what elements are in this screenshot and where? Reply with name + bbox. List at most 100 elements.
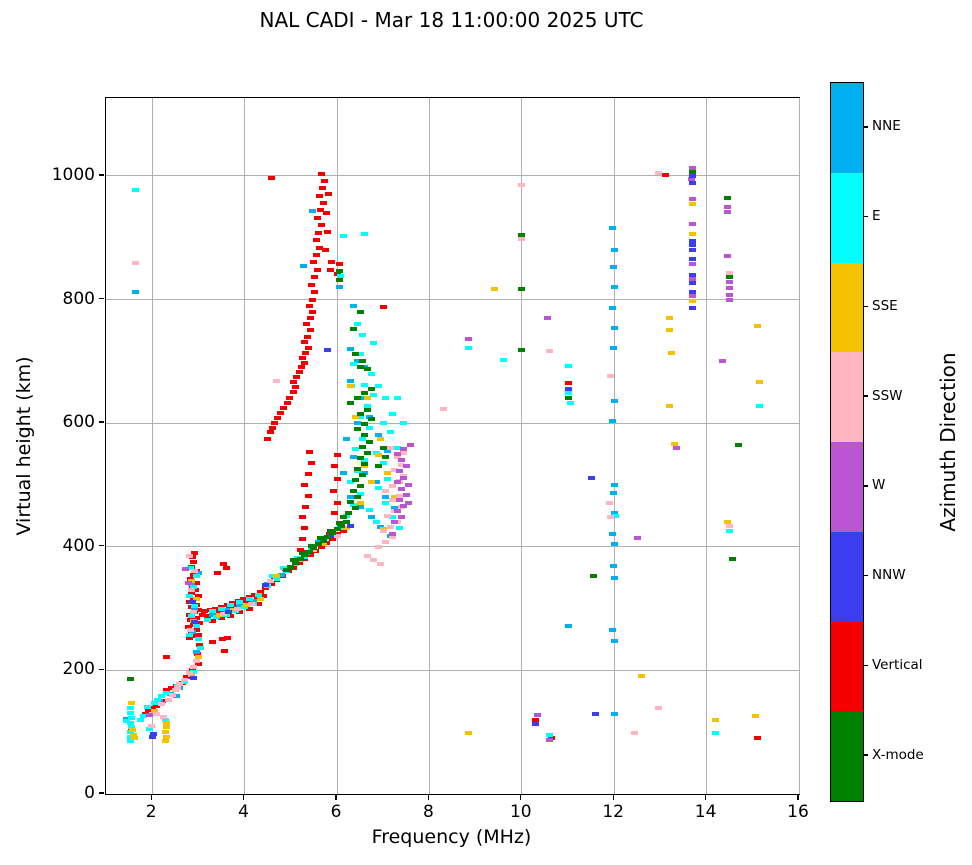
scatter-point-ssw [131,261,139,266]
scatter-point-ssw [192,659,200,664]
x-tick-label: 8 [422,802,434,822]
scatter-point-nnw [689,290,697,295]
scatter-point-vertical [307,461,315,466]
scatter-point-w [398,515,406,520]
scatter-point-ssw [370,558,378,563]
scatter-point-e [611,514,619,519]
scatter-point-vertical [325,192,333,197]
scatter-point-e [241,605,249,610]
scatter-point-w [395,469,403,474]
scatter-point-vertical [305,303,313,308]
colorbar-label-x-mode: X-mode [872,746,924,763]
colorbar-label-e: E [872,208,881,225]
scatter-point-ssw [386,524,394,529]
scatter-point-ssw [160,714,168,719]
scatter-point-e [358,436,366,441]
scatter-point-nne [354,359,362,364]
scatter-point-vertical [218,616,225,621]
colorbar-tick [863,126,868,128]
scatter-point-e [393,445,401,450]
scatter-point-x-mode [354,466,362,471]
scatter-point-x-mode [354,427,362,432]
scatter-point-vertical [331,464,339,469]
scatter-point-vertical [564,380,572,385]
scatter-point-w [400,503,408,508]
scatter-point-sse [194,654,202,659]
scatter-point-e [564,363,572,368]
scatter-point-e [361,231,369,236]
scatter-point-x-mode [335,269,343,274]
scatter-point-e [190,669,198,674]
scatter-point-x-mode [317,536,325,541]
scatter-point-vertical [222,566,230,571]
scatter-point-vertical [308,297,316,302]
scatter-point-vertical [256,590,264,595]
y-tick-label: 800 [62,288,95,309]
scatter-point-ssw [631,731,639,736]
scatter-point-ssw [607,515,614,520]
scatter-point-vertical [191,588,199,593]
scatter-point-x-mode [363,450,371,455]
scatter-point-e [375,384,383,389]
scatter-point-sse [128,728,136,733]
scatter-point-nnw [324,348,332,353]
colorbar-segment-sse [831,262,863,353]
scatter-point-vertical [194,661,202,666]
scatter-point-nne [609,306,617,311]
scatter-point-w [398,458,406,463]
scatter-point-ssw [606,501,614,506]
scatter-point-e [465,345,473,350]
scatter-point-x-mode [589,573,597,578]
scatter-point-sse [342,526,350,531]
scatter-point-e [127,735,135,740]
scatter-point-e [218,606,225,611]
scatter-point-w [146,712,154,717]
scatter-point-e [204,617,212,622]
scatter-point-nne [365,414,373,419]
x-tick [520,794,522,800]
scatter-point-e [144,705,152,710]
gridline-y [106,422,799,424]
colorbar-segment-x-mode [831,711,863,801]
scatter-point-nne [347,379,355,384]
scatter-point-e [384,476,392,481]
scatter-point-sse [361,464,369,469]
scatter-point-e [372,520,380,525]
scatter-point-e [375,486,383,491]
scatter-point-e [395,526,403,531]
scatter-point-x-mode [358,359,366,364]
scatter-point-ssw [391,468,399,473]
scatter-point-e [254,592,262,597]
scatter-point-vertical [195,643,203,648]
scatter-point-e [363,403,371,408]
scatter-point-x-mode [358,473,366,478]
scatter-point-sse [162,725,170,730]
scatter-point-vertical [221,648,229,653]
scatter-point-ssw [386,445,394,450]
scatter-point-x-mode [356,365,364,370]
scatter-point-x-mode [310,545,318,550]
scatter-point-e [187,566,195,571]
x-tick [427,794,430,800]
scatter-point-sse [375,453,383,458]
scatter-point-e [336,274,344,279]
gridline-y [106,299,799,300]
scatter-point-w [534,713,542,718]
scatter-point-x-mode [291,560,299,565]
scatter-point-ssw [169,693,177,698]
scatter-point-x-mode [354,396,362,401]
scatter-point-nne [250,599,258,604]
scatter-point-ssw [191,569,199,574]
scatter-point-vertical [215,610,223,615]
scatter-point-ssw [266,578,274,583]
scatter-point-ssw [518,236,526,241]
colorbar-tick [863,215,868,218]
scatter-point-sse [391,495,399,500]
scatter-point-ssw [190,609,198,614]
scatter-point-w [726,298,734,303]
scatter-point-vertical [192,627,200,632]
scatter-point-ssw [273,379,281,384]
scatter-point-w [405,482,413,487]
scatter-point-ssw [388,498,396,503]
scatter-point-vertical [292,375,300,380]
